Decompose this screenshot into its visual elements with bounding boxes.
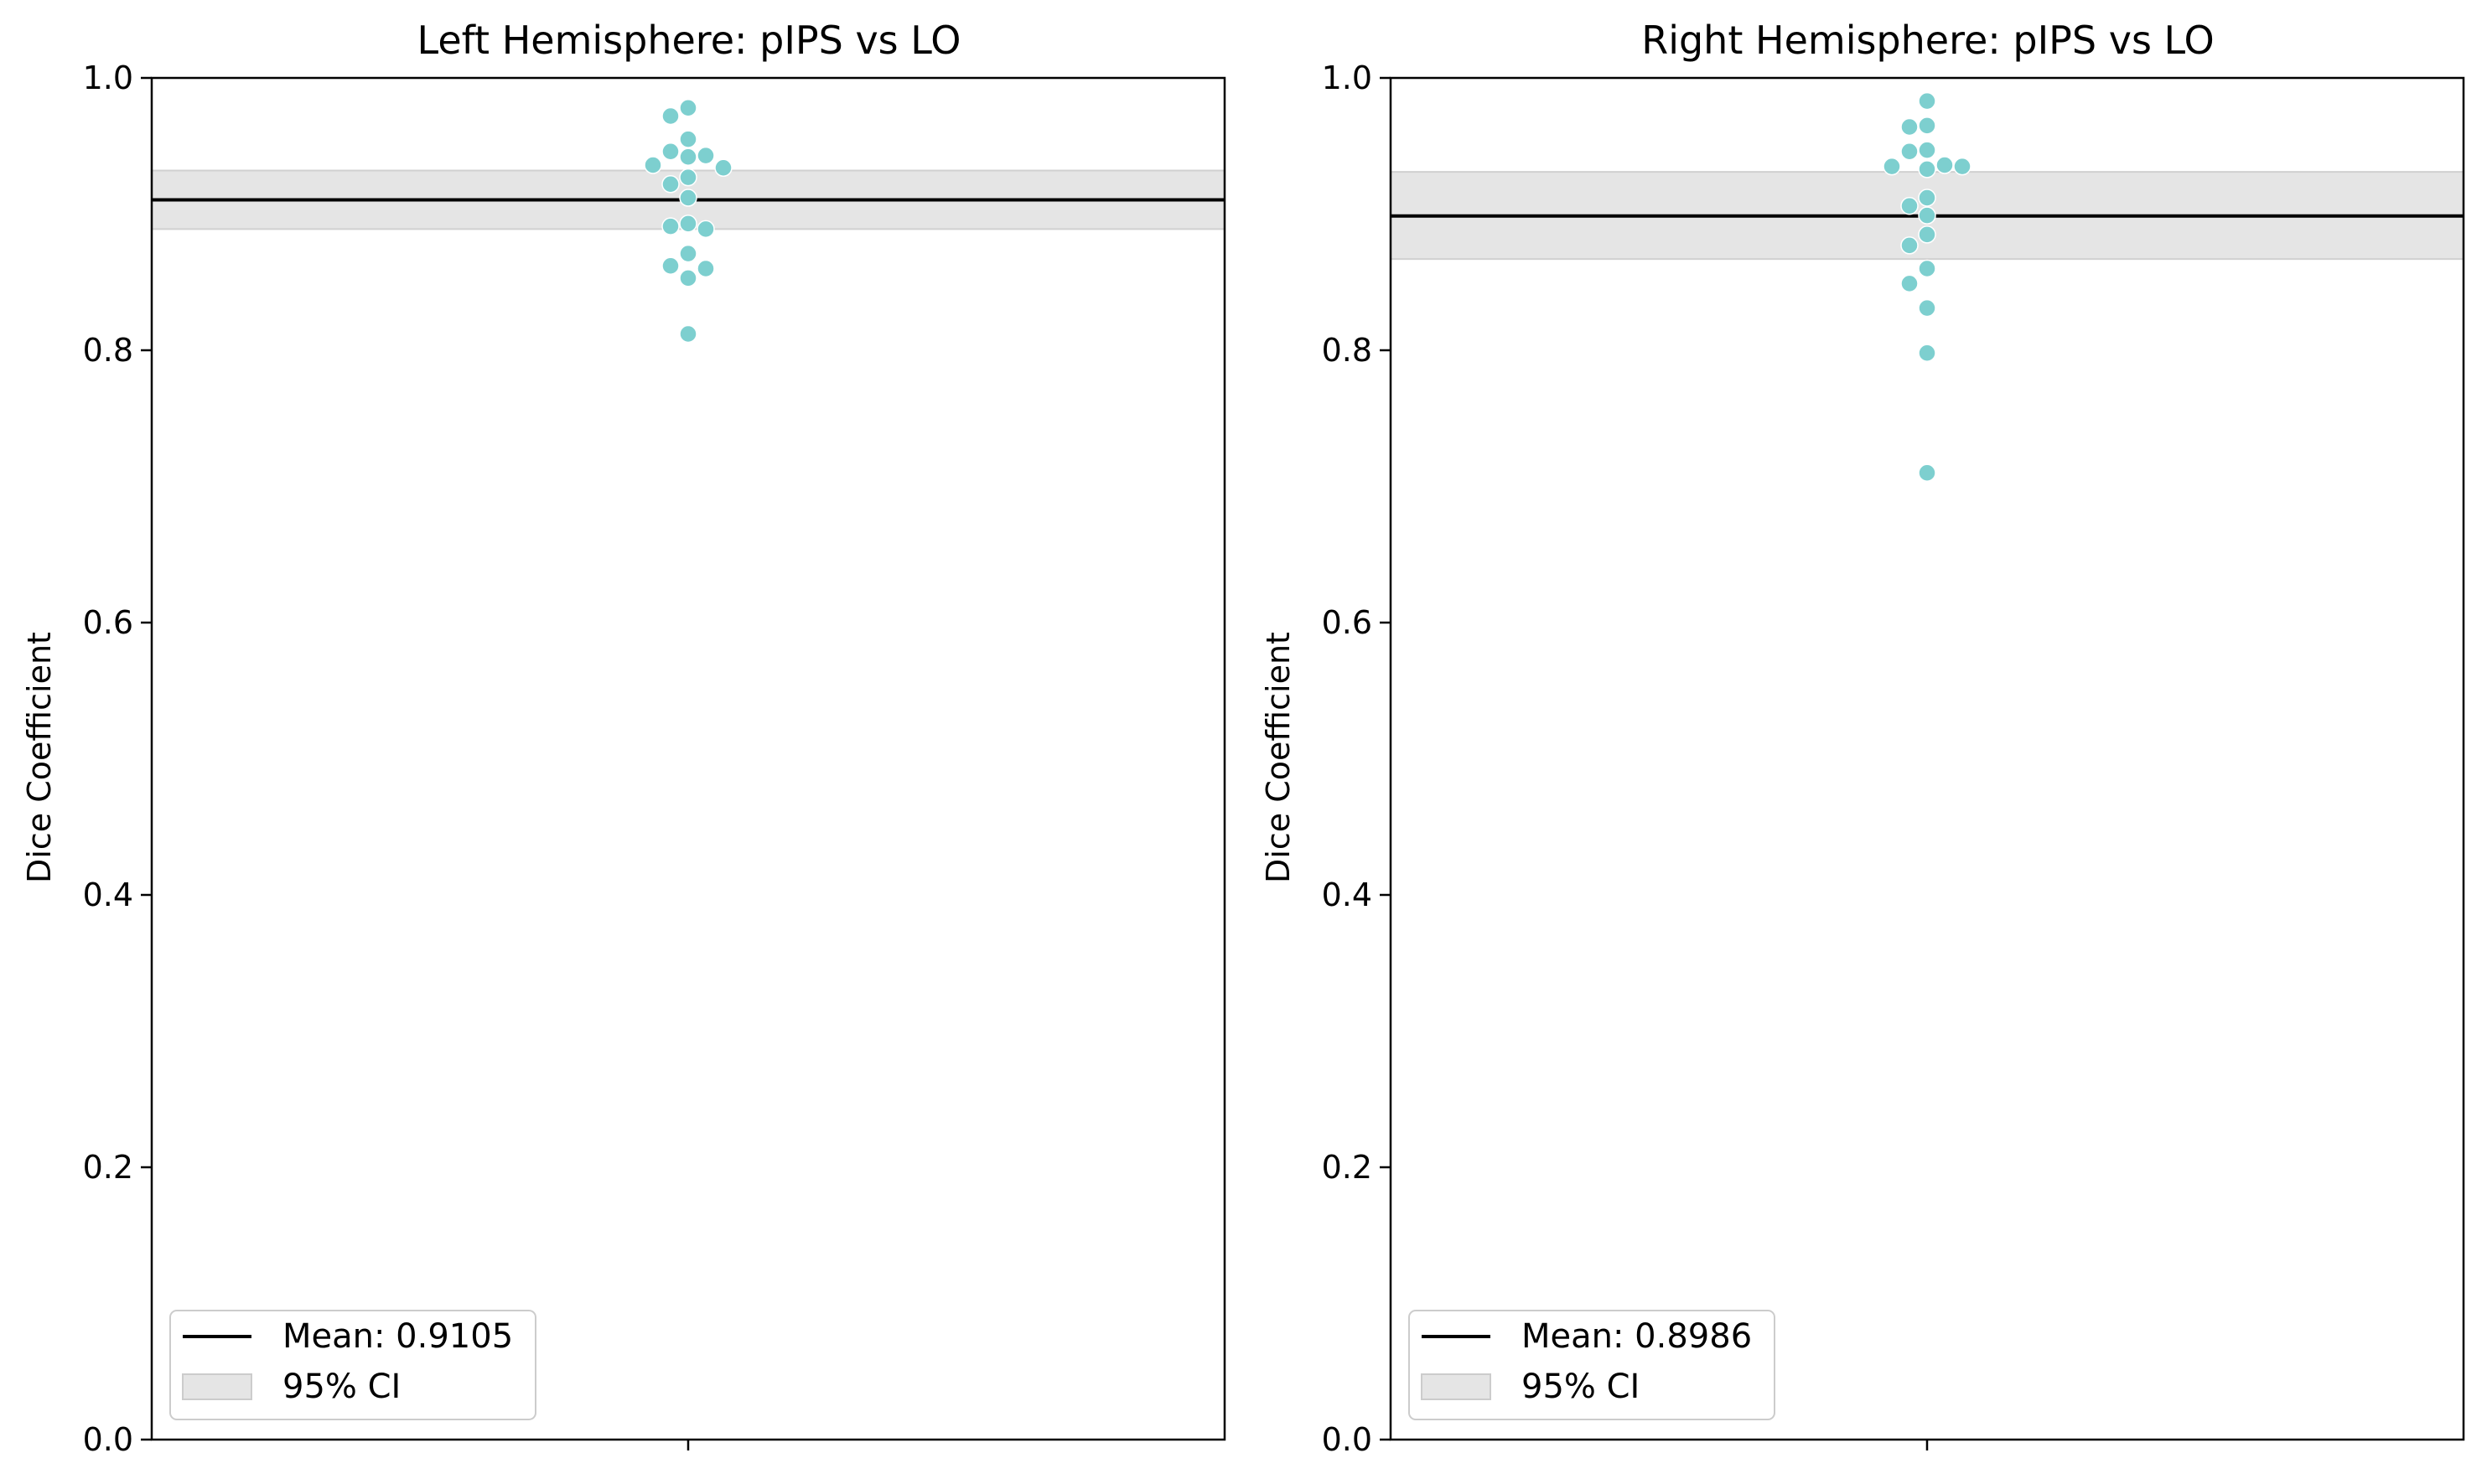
y-tick-label: 1.0 (1322, 59, 1372, 96)
legend-ci-label: 95% CI (282, 1368, 401, 1406)
data-point (1918, 463, 1936, 482)
data-point (679, 189, 697, 207)
legend: Mean: 0.9105 95% CI (169, 1310, 536, 1420)
legend-mean-label: Mean: 0.8986 (1521, 1317, 1752, 1356)
data-point (1918, 259, 1936, 278)
data-point (697, 220, 715, 239)
data-point (1953, 157, 1971, 176)
data-point (1900, 197, 1919, 215)
y-tick-label: 0.4 (1322, 876, 1372, 913)
data-point (679, 215, 697, 233)
data-point (1900, 274, 1919, 293)
data-point (661, 217, 680, 235)
data-point (714, 158, 733, 177)
legend: Mean: 0.8986 95% CI (1408, 1310, 1775, 1420)
y-axis-label: Dice Coefficient (21, 632, 58, 883)
data-point (697, 146, 715, 165)
data-point (1900, 117, 1919, 137)
data-point (679, 99, 697, 117)
y-tick-label: 0.2 (1322, 1149, 1372, 1186)
y-tick-label: 0.2 (83, 1149, 133, 1186)
data-point (679, 168, 697, 187)
data-point (1918, 344, 1936, 362)
data-point (1935, 156, 1954, 174)
axes-layer: 0.0 0.2 0.4 0.6 0.8 1.0 (1322, 59, 2465, 1458)
y-tick-label: 0.0 (83, 1421, 133, 1458)
data-point (1900, 236, 1919, 255)
data-point (679, 147, 697, 166)
y-tick-label: 0.8 (83, 332, 133, 369)
data-point (1918, 206, 1936, 225)
data-point (661, 256, 680, 275)
data-point (697, 259, 715, 278)
data-point (1918, 141, 1936, 159)
chart-title: Left Hemisphere: pIPS vs LO (417, 18, 961, 63)
points-layer (1883, 91, 1971, 482)
data-point (679, 324, 697, 344)
data-point (679, 244, 697, 263)
left-panel: Left Hemisphere: pIPS vs LO Dice Coeffic… (21, 18, 1226, 1458)
chart-title: Right Hemisphere: pIPS vs LO (1641, 18, 2215, 63)
legend-ci-swatch (182, 1373, 252, 1400)
legend-frame (1408, 1310, 1775, 1420)
data-point (661, 142, 680, 161)
data-point (1918, 91, 1936, 111)
data-point (1918, 160, 1936, 178)
data-point (679, 130, 697, 148)
legend-frame (169, 1310, 536, 1420)
points-layer (644, 99, 733, 344)
data-point (679, 269, 697, 287)
data-point (1918, 225, 1936, 244)
legend-mean-label: Mean: 0.9105 (282, 1317, 513, 1356)
legend-ci-label: 95% CI (1521, 1368, 1640, 1406)
y-tick-label: 0.8 (1322, 332, 1372, 369)
y-axis-label: Dice Coefficient (1260, 632, 1297, 883)
data-point (1900, 142, 1919, 161)
data-point (1918, 116, 1936, 135)
y-tick-label: 1.0 (83, 59, 133, 96)
right-panel: Right Hemisphere: pIPS vs LO Dice Coeffi… (1260, 18, 2465, 1458)
y-tick-label: 0.6 (1322, 604, 1372, 641)
y-tick-label: 0.6 (83, 604, 133, 641)
data-point (1883, 157, 1901, 176)
data-point (661, 175, 680, 194)
y-tick-label: 0.4 (83, 876, 133, 913)
data-point (661, 106, 680, 126)
data-point (1918, 189, 1936, 207)
y-tick-label: 0.0 (1322, 1421, 1372, 1458)
data-point (644, 156, 662, 174)
axes-layer: 0.0 0.2 0.4 0.6 0.8 1.0 (83, 59, 1226, 1458)
legend-ci-swatch (1421, 1373, 1491, 1400)
data-point (1918, 298, 1936, 318)
